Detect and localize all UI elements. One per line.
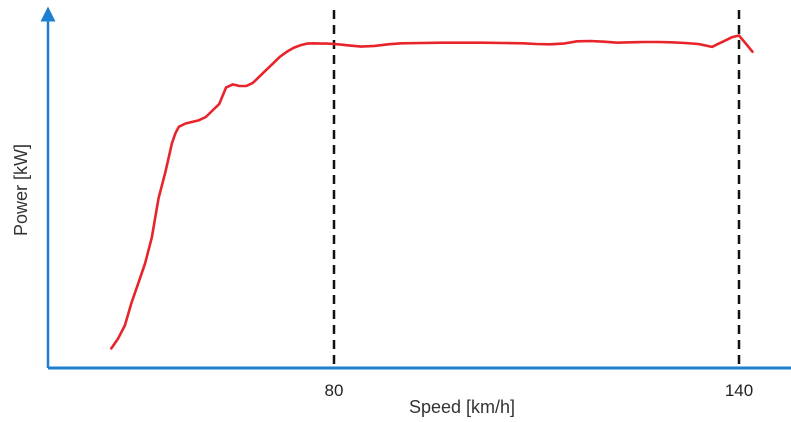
x-axis-label: Speed [km/h] [409, 397, 515, 417]
y-axis-label: Power [kW] [11, 144, 31, 236]
x-tick-label-80: 80 [325, 381, 344, 400]
x-tick-labels: 80 140 [325, 381, 754, 400]
reference-lines [332, 10, 741, 368]
power-curve-line [110, 34, 754, 350]
x-tick-label-140: 140 [725, 381, 753, 400]
